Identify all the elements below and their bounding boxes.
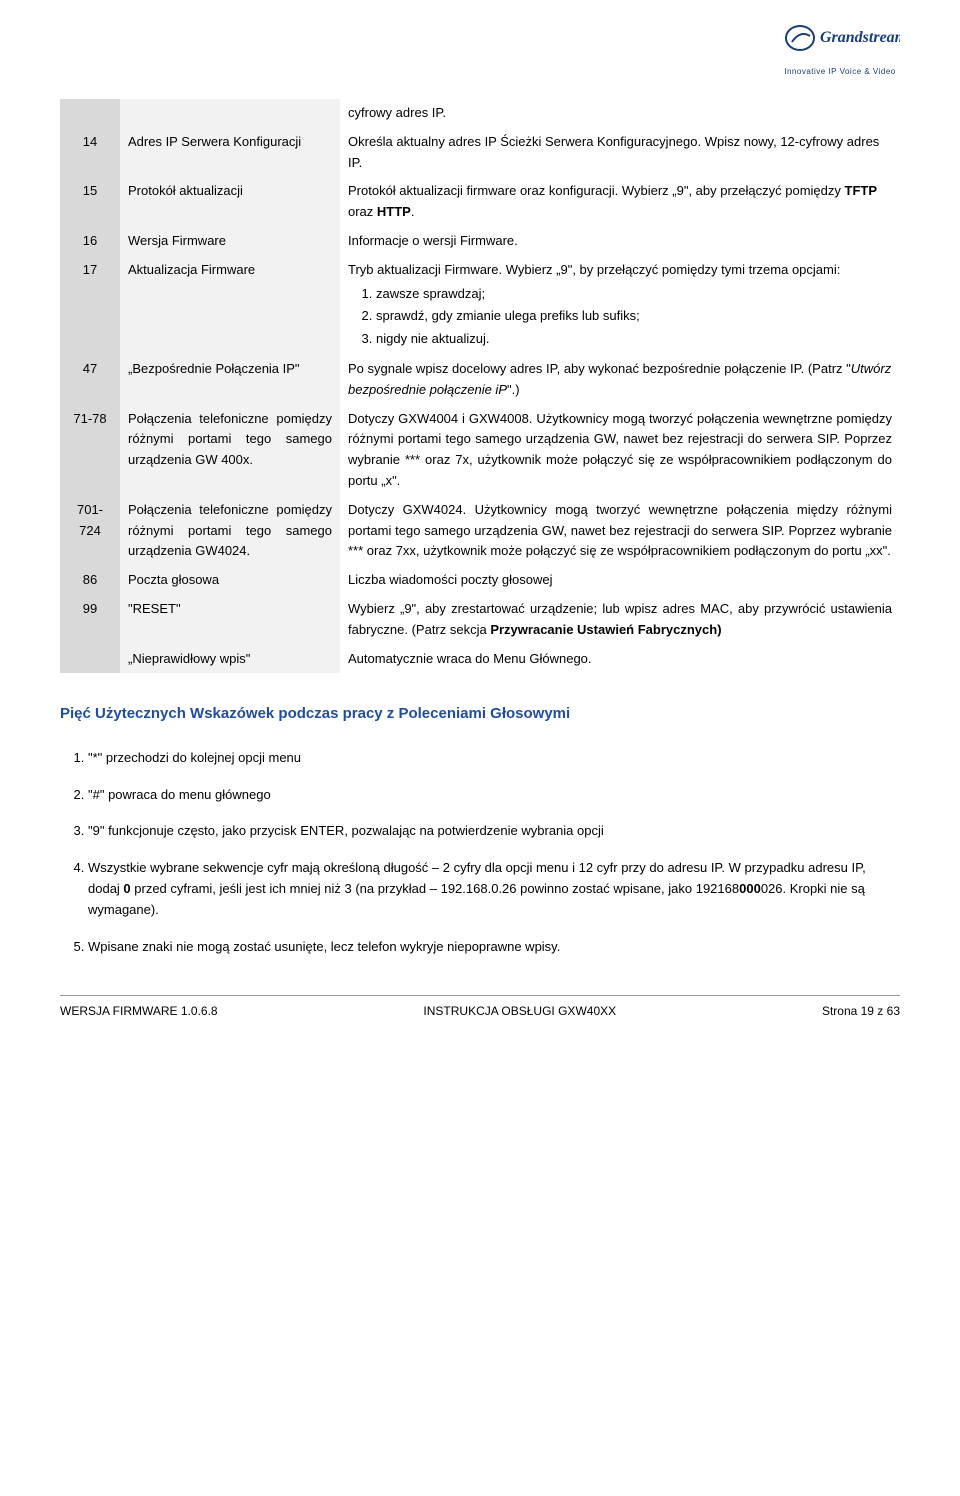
brand-logo: Grandstream Innovative IP Voice & Video [780, 20, 900, 78]
row-num: 15 [60, 177, 120, 227]
row-num [60, 645, 120, 674]
config-table: cyfrowy adres IP. 14 Adres IP Serwera Ko… [60, 99, 900, 673]
row-label: „Nieprawidłowy wpis" [120, 645, 340, 674]
list-item: nigdy nie aktualizuj. [376, 328, 892, 351]
row-num [60, 99, 120, 128]
row-desc: Automatycznie wraca do Menu Głównego. [340, 645, 900, 674]
desc-text: Tryb aktualizacji Firmware. Wybierz „9",… [348, 262, 840, 277]
table-row: 71-78 Połączenia telefoniczne pomiędzy r… [60, 405, 900, 496]
table-row: 47 „Bezpośrednie Połączenia IP" Po sygna… [60, 355, 900, 405]
row-num: 16 [60, 227, 120, 256]
row-label: Wersja Firmware [120, 227, 340, 256]
desc-text: Protokół aktualizacji firmware oraz konf… [348, 183, 845, 198]
logo-tagline: Innovative IP Voice & Video [780, 66, 900, 78]
table-row: 14 Adres IP Serwera Konfiguracji Określa… [60, 128, 900, 178]
tip-item: "*" przechodzi do kolejnej opcji menu [88, 740, 900, 777]
tip-item: "9" funkcjonuje często, jako przycisk EN… [88, 813, 900, 850]
row-desc: Dotyczy GXW4024. Użytkownicy mogą tworzy… [340, 496, 900, 566]
row-desc: cyfrowy adres IP. [340, 99, 900, 128]
tips-list: "*" przechodzi do kolejnej opcji menu "#… [88, 740, 900, 966]
row-desc: Protokół aktualizacji firmware oraz konf… [340, 177, 900, 227]
table-row: cyfrowy adres IP. [60, 99, 900, 128]
desc-suffix: ".) [507, 382, 520, 397]
desc-bold: TFTP [845, 183, 878, 198]
tip-item: "#" powraca do menu głównego [88, 777, 900, 814]
row-label: Adres IP Serwera Konfiguracji [120, 128, 340, 178]
row-desc: Po sygnale wpisz docelowy adres IP, aby … [340, 355, 900, 405]
row-label: "RESET" [120, 595, 340, 645]
row-label [120, 99, 340, 128]
desc-text: Po sygnale wpisz docelowy adres IP, aby … [348, 361, 851, 376]
desc-bold: HTTP [377, 204, 411, 219]
table-row: 17 Aktualizacja Firmware Tryb aktualizac… [60, 256, 900, 355]
row-label: Protokół aktualizacji [120, 177, 340, 227]
row-desc: Tryb aktualizacji Firmware. Wybierz „9",… [340, 256, 900, 355]
logo-area: Grandstream Innovative IP Voice & Video [60, 20, 900, 79]
row-num: 86 [60, 566, 120, 595]
row-num: 71-78 [60, 405, 120, 496]
table-row: „Nieprawidłowy wpis" Automatycznie wraca… [60, 645, 900, 674]
footer-left: WERSJA FIRMWARE 1.0.6.8 [60, 1002, 218, 1020]
table-row: 15 Protokół aktualizacji Protokół aktual… [60, 177, 900, 227]
row-desc: Liczba wiadomości poczty głosowej [340, 566, 900, 595]
row-desc: Informacje o wersji Firmware. [340, 227, 900, 256]
grandstream-logo-mark: Grandstream [780, 20, 900, 60]
tip-bold: 000 [739, 881, 761, 896]
table-row: 99 "RESET" Wybierz „9", aby zrestartować… [60, 595, 900, 645]
table-row: 16 Wersja Firmware Informacje o wersji F… [60, 227, 900, 256]
row-desc: Dotyczy GXW4004 i GXW4008. Użytkownicy m… [340, 405, 900, 496]
tip-item: Wszystkie wybrane sekwencje cyfr mają ok… [88, 850, 900, 928]
desc-suffix: . [411, 204, 415, 219]
table-row: 86 Poczta głosowa Liczba wiadomości pocz… [60, 566, 900, 595]
row-label: Połączenia telefoniczne pomiędzy różnymi… [120, 496, 340, 566]
row-desc: Określa aktualny adres IP Ścieżki Serwer… [340, 128, 900, 178]
row-num: 14 [60, 128, 120, 178]
list-item: sprawdź, gdy zmianie ulega prefiks lub s… [376, 305, 892, 328]
footer-center: INSTRUKCJA OBSŁUGI GXW40XX [423, 1002, 616, 1020]
row-label: Aktualizacja Firmware [120, 256, 340, 355]
row-label: „Bezpośrednie Połączenia IP" [120, 355, 340, 405]
row-label: Połączenia telefoniczne pomiędzy różnymi… [120, 405, 340, 496]
list-item: zawsze sprawdzaj; [376, 283, 892, 306]
row-num: 17 [60, 256, 120, 355]
section-heading: Pięć Użytecznych Wskazówek podczas pracy… [60, 703, 900, 726]
desc-bold: Przywracanie Ustawień Fabrycznych) [490, 622, 721, 637]
row-num: 47 [60, 355, 120, 405]
row-num: 701-724 [60, 496, 120, 566]
tip-item: Wpisane znaki nie mogą zostać usunięte, … [88, 929, 900, 966]
page-footer: WERSJA FIRMWARE 1.0.6.8 INSTRUKCJA OBSŁU… [60, 995, 900, 1020]
row-label: Poczta głosowa [120, 566, 340, 595]
row-num: 99 [60, 595, 120, 645]
desc-list: zawsze sprawdzaj; sprawdź, gdy zmianie u… [376, 283, 892, 351]
logo-brand-text: Grandstream [820, 29, 900, 46]
table-row: 701-724 Połączenia telefoniczne pomiędzy… [60, 496, 900, 566]
tip-bold: 0 [123, 881, 130, 896]
desc-mid: oraz [348, 204, 377, 219]
footer-right: Strona 19 z 63 [822, 1002, 900, 1020]
row-desc: Wybierz „9", aby zrestartować urządzenie… [340, 595, 900, 645]
